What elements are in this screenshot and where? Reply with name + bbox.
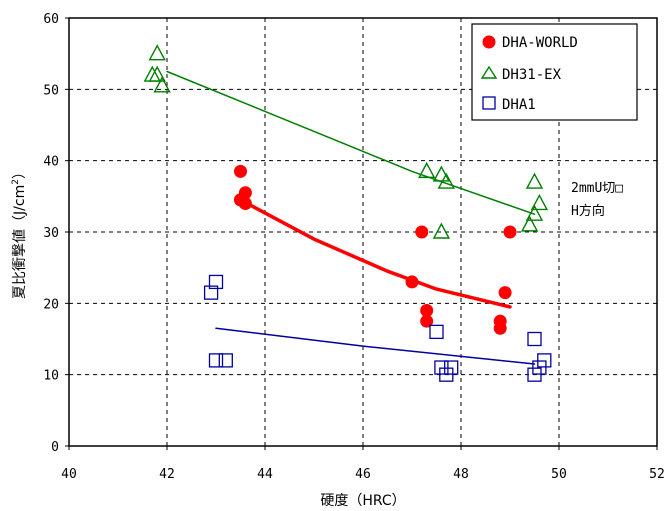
y-tick-label: 10 [43, 369, 59, 384]
legend-marker-dha1 [482, 96, 496, 110]
legend-marker-dha-world [482, 35, 496, 49]
point-dha1 [532, 360, 547, 375]
point-dha-world [420, 303, 434, 317]
y-tick-label: 30 [43, 226, 59, 241]
y-axis-title-end: ） [12, 165, 28, 179]
point-dha1 [527, 331, 542, 347]
y-tick-label: 50 [43, 83, 59, 98]
point-dha1 [218, 353, 233, 368]
point-dh31-ex [418, 161, 436, 179]
y-tick-label: 40 [43, 155, 59, 170]
y-tick-label: 20 [43, 297, 59, 312]
annotation-line-2: H方向 [571, 203, 605, 219]
point-dh31-ex [525, 204, 544, 221]
point-dha1 [444, 360, 459, 375]
point-dh31-ex [148, 44, 166, 61]
y-tick-label: 60 [43, 12, 59, 27]
point-dha-world [498, 286, 512, 300]
x-tick-label: 46 [355, 467, 371, 482]
point-dha-world [503, 225, 517, 239]
trend-line-dha1 [215, 327, 536, 365]
point-dh31-ex [432, 222, 451, 239]
legend: DHA-WORLD DH31-EX DHA1 [471, 23, 638, 121]
legend-marker-dh31-ex [480, 65, 498, 79]
point-dha-world [234, 164, 247, 178]
y-tick-label: 0 [51, 440, 59, 455]
point-dha-world [420, 314, 434, 328]
point-dha-world [234, 193, 247, 207]
point-dh31-ex [530, 193, 549, 211]
point-dha1 [208, 274, 224, 290]
point-dh31-ex [432, 165, 451, 182]
point-dh31-ex [143, 65, 161, 82]
legend-label-dha-world: DHA-WORLD [502, 35, 578, 51]
point-dha-world [415, 225, 429, 239]
point-dha-world [405, 275, 419, 289]
annotation-line-1: 2mmU切□ [571, 181, 623, 196]
trend-line-dh31-ex [166, 70, 536, 215]
point-dh31-ex [153, 76, 171, 93]
x-tick-label: 52 [649, 467, 665, 482]
point-dha1 [203, 285, 219, 300]
x-tick-label: 40 [61, 467, 77, 482]
legend-label-dh31-ex: DH31-EX [502, 67, 562, 83]
x-axis-title: 硬度（HRC） [320, 493, 405, 509]
point-dha1 [208, 353, 224, 368]
point-dha-world [493, 321, 507, 335]
point-dh31-ex [525, 172, 544, 189]
x-tick-label: 48 [453, 467, 469, 482]
data-points [143, 44, 552, 382]
trend-line-dha-world [238, 198, 512, 309]
x-tick-label: 44 [257, 467, 273, 482]
legend-box [471, 23, 638, 121]
point-dh31-ex [520, 215, 539, 232]
y-axis-title-superscript: 2 [11, 179, 21, 185]
x-tick-label: 50 [551, 467, 567, 482]
axis-ticks: 40 42 44 46 48 50 52 0 10 20 30 40 50 60 [43, 12, 664, 482]
point-dh31-ex [437, 172, 455, 189]
y-axis-title-main: 夏比衝撃値（J/cm [12, 185, 28, 299]
x-tick-label: 42 [159, 467, 175, 482]
point-dha1 [429, 324, 444, 340]
legend-label-dha1: DHA1 [502, 97, 536, 113]
y-axis-title: 夏比衝撃値（J/cm2） [11, 165, 28, 299]
trend-lines [166, 70, 536, 365]
